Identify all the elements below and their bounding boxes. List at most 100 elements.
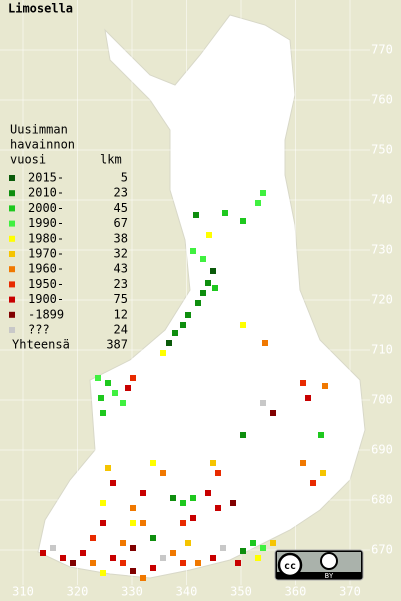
legend-swatch [9, 190, 15, 197]
legend-label: ??? [28, 323, 50, 337]
legend-swatch [9, 205, 15, 212]
observation [322, 383, 328, 389]
observation [262, 340, 268, 346]
legend-count: 45 [114, 201, 128, 215]
observation [310, 480, 316, 486]
observation [190, 515, 196, 521]
observation [240, 322, 246, 328]
observation [210, 268, 216, 274]
legend-swatch [9, 296, 15, 303]
legend-swatch [9, 266, 15, 273]
observation [120, 400, 126, 406]
x-label: 370 [339, 585, 361, 599]
observation [130, 375, 136, 381]
legend-heading: vuosi [10, 153, 46, 167]
legend-count: 12 [114, 307, 128, 321]
observation [160, 470, 166, 476]
x-label: 340 [176, 585, 198, 599]
legend-swatch [9, 175, 15, 181]
y-label: 760 [371, 93, 393, 107]
legend-label: 1980- [28, 231, 64, 245]
total-label: Yhteensä [12, 338, 70, 352]
observation [110, 555, 116, 561]
legend-heading: Uusimman [10, 123, 68, 137]
observation [160, 555, 166, 561]
observation [190, 248, 196, 254]
observation [90, 535, 96, 541]
cc-circle [277, 552, 303, 578]
x-label: 320 [67, 585, 89, 599]
legend-count: 23 [114, 277, 128, 291]
observation [140, 575, 146, 581]
observation [170, 495, 176, 501]
observation [195, 300, 201, 306]
observation [240, 432, 246, 438]
observation [140, 490, 146, 496]
by-text: BY [325, 572, 334, 580]
observation [222, 210, 228, 216]
legend-swatch [9, 235, 15, 242]
legend-count: 38 [114, 231, 128, 245]
observation [95, 375, 101, 381]
observation [180, 322, 186, 328]
observation [160, 350, 166, 356]
observation [318, 432, 324, 438]
observation [210, 555, 216, 561]
observation [185, 312, 191, 318]
observation [100, 570, 106, 576]
license-badge: cc BY [274, 549, 364, 581]
observation [80, 550, 86, 556]
legend-count-heading: lkm [100, 153, 122, 167]
observation [120, 560, 126, 566]
observation [50, 545, 56, 551]
total-count: 387 [106, 338, 128, 352]
observation [170, 550, 176, 556]
observation [60, 555, 66, 561]
observation [240, 548, 246, 554]
observation [230, 500, 236, 506]
legend-label: 1970- [28, 247, 64, 261]
observation [260, 400, 266, 406]
observation [235, 560, 241, 566]
observation [166, 340, 172, 346]
y-label: 740 [371, 193, 393, 207]
legend-label: -1899 [28, 307, 64, 321]
legend-swatch [9, 251, 15, 257]
observation [105, 380, 111, 386]
legend-label: 2010- [28, 186, 64, 200]
title: Limosella [8, 2, 73, 16]
legend-count: 75 [114, 292, 128, 306]
y-label: 700 [371, 393, 393, 407]
observation [250, 540, 256, 546]
observation [180, 500, 186, 506]
legend-label: 2015- [28, 171, 64, 185]
observation [100, 410, 106, 416]
observation [120, 540, 126, 546]
observation [215, 505, 221, 511]
observation [260, 545, 266, 551]
legend-label: 2000- [28, 201, 64, 215]
y-label: 670 [371, 543, 393, 557]
legend-label: 1960- [28, 262, 64, 276]
legend-count: 67 [114, 216, 128, 230]
observation [110, 480, 116, 486]
observation [140, 520, 146, 526]
legend-count: 5 [121, 171, 128, 185]
observation [130, 505, 136, 511]
observation [193, 212, 199, 218]
observation [185, 540, 191, 546]
legend-label: 1950- [28, 277, 64, 291]
observation [180, 560, 186, 566]
x-label: 360 [285, 585, 307, 599]
legend-swatch [9, 327, 15, 333]
observation [180, 520, 186, 526]
observation [215, 470, 221, 476]
observation [270, 540, 276, 546]
observation [70, 560, 76, 566]
legend-count: 23 [114, 186, 128, 200]
observation [150, 535, 156, 541]
observation [100, 520, 106, 526]
y-label: 730 [371, 243, 393, 257]
